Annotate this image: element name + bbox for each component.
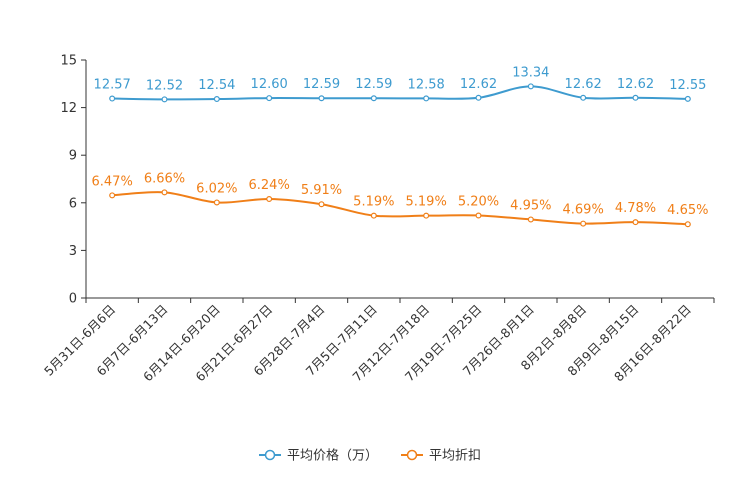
data-point[interactable] [370,95,377,102]
y-tick-label: 15 [60,54,77,69]
legend-label: 平均折扣 [429,449,481,464]
data-label: 12.62 [460,77,497,92]
data-label: 4.69% [563,203,604,218]
data-label: 12.59 [303,77,340,92]
data-point[interactable] [370,212,377,219]
legend-label: 平均价格（万） [287,448,378,464]
series-line-1 [112,191,688,226]
y-tick-label: 0 [69,292,77,307]
data-point[interactable] [580,220,587,227]
data-label: 12.60 [251,77,288,92]
data-label: 4.95% [510,198,551,213]
data-point[interactable] [423,212,430,219]
data-label: 12.62 [565,77,602,92]
data-point[interactable] [580,94,587,101]
data-label: 5.20% [458,194,499,209]
data-point[interactable] [266,195,273,202]
legend-item-1[interactable]: 平均折扣 [401,449,481,464]
data-label: 12.52 [146,78,183,93]
data-label: 5.19% [406,195,447,210]
data-point[interactable] [109,95,116,102]
data-point[interactable] [475,94,482,101]
y-tick-label: 9 [69,149,77,164]
y-tick-label: 3 [69,244,77,259]
data-label: 4.65% [667,203,708,218]
data-label: 12.58 [408,77,445,92]
data-point[interactable] [318,95,325,102]
y-tick-label: 12 [60,101,77,116]
data-point[interactable] [266,95,273,102]
data-label: 12.55 [669,78,706,93]
data-point[interactable] [423,95,430,102]
data-label: 6.02% [196,181,237,196]
data-label: 5.91% [301,183,342,198]
data-point[interactable] [161,189,168,196]
legend-item-0[interactable]: 平均价格（万） [259,448,378,464]
data-label: 6.24% [249,178,290,193]
data-labels: 12.57 12.52 12.54 12.60 12.59 12.59 12.58 12.62… [92,65,709,218]
data-point[interactable] [109,192,116,199]
data-label: 12.59 [355,77,392,92]
data-label: 12.62 [617,77,654,92]
data-point[interactable] [684,221,691,228]
data-point[interactable] [527,83,534,90]
data-point[interactable] [684,95,691,102]
data-label: 6.47% [92,174,133,189]
legend-marker [406,449,418,461]
data-point[interactable] [213,96,220,103]
data-point[interactable] [475,212,482,219]
data-point[interactable] [632,94,639,101]
legend: 平均价格（万） 平均折扣 [259,448,481,464]
legend-marker [264,449,276,461]
data-label: 12.54 [198,78,235,93]
series-line-0 [112,85,688,101]
data-point[interactable] [213,199,220,206]
axes: 036912155月31日-6月6日6月7日-6月13日6月14日-6月20日6… [41,54,715,384]
data-label: 12.57 [94,78,131,93]
data-point[interactable] [161,96,168,103]
data-point[interactable] [318,201,325,208]
data-point[interactable] [527,216,534,223]
data-label: 13.34 [512,65,549,80]
y-tick-label: 6 [69,196,77,211]
series-layer [109,83,691,228]
data-label: 5.19% [353,195,394,210]
data-label: 6.66% [144,171,185,186]
data-label: 4.78% [615,201,656,216]
data-point[interactable] [632,219,639,226]
